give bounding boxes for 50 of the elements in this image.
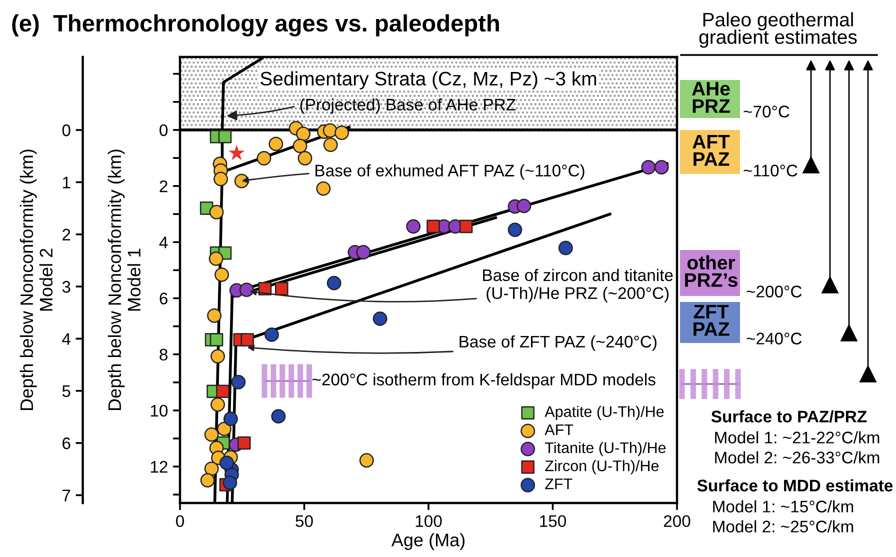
legend-label: ZFT xyxy=(545,478,572,490)
text: other PRZ’s xyxy=(685,255,738,287)
x-tick-label: 50 xyxy=(296,515,313,528)
text: AHe PRZ xyxy=(692,82,730,113)
legend-label: Titanite (U-Th)/He xyxy=(544,442,666,456)
y2-axis-title: Depth below Nonconformity (km) Model 2 xyxy=(20,150,53,410)
text: Model 2: ~25°C/km xyxy=(713,520,854,532)
text: Paleo geothermal gradient estimates xyxy=(699,12,857,48)
x-tick-label: 0 xyxy=(176,515,184,528)
annotation: Base of exhumed AFT PAZ (~110°C) xyxy=(316,164,584,180)
text: AFT PAZ xyxy=(692,134,730,166)
annotation: (Projected) Base of AHe PRZ xyxy=(300,98,516,114)
legend-label: AFT xyxy=(544,424,574,435)
annotation: ~200°C isotherm from K-feldspar MDD models xyxy=(312,373,656,389)
y-tick-label: 8 xyxy=(160,348,168,361)
text: Model 1: ~15°C/km xyxy=(713,500,854,512)
text: ~240°C xyxy=(746,332,802,344)
y2-tick-label: 5 xyxy=(62,385,70,398)
y2-tick-label: 6 xyxy=(62,437,70,450)
text: Surface to PAZ/PRZ xyxy=(711,410,867,423)
text: ~70°C xyxy=(744,106,790,118)
x-axis-title: Age (Ma) xyxy=(391,533,465,550)
text: ~110°C xyxy=(744,164,798,176)
x-tick-label: 100 xyxy=(416,515,442,528)
y-tick-label: 2 xyxy=(160,180,168,192)
y2-tick-label: 4 xyxy=(62,333,70,345)
text: Model 1: ~21-22°C/km xyxy=(715,431,880,444)
y2-tick-label: 7 xyxy=(62,490,70,502)
y-axis-title: Depth below Nonconformity (km) Model 1 xyxy=(108,150,141,410)
text: Surface to MDD estimate xyxy=(697,479,893,492)
annotation: Base of ZFT PAZ (~240°C) xyxy=(460,335,656,351)
y-tick-label: 0 xyxy=(160,124,168,136)
y-tick-label: 6 xyxy=(160,292,168,304)
legend-label: Zircon (U-Th)/He xyxy=(545,460,659,474)
y-tick-label: 12 xyxy=(150,460,168,473)
y2-tick-label: 1 xyxy=(62,176,70,188)
y2-tick-label: 0 xyxy=(62,124,70,136)
y-tick-label: 4 xyxy=(159,236,168,248)
text: ZFT PAZ xyxy=(694,304,730,336)
y-tick-label: 10 xyxy=(150,404,168,417)
legend-label: Apatite (U-Th)/He xyxy=(544,406,664,420)
annotation: Base of zircon and titanite (U-Th)/He PRZ (~200°C) xyxy=(483,268,673,302)
y2-tick-label: 3 xyxy=(62,280,70,293)
text: ~200°C xyxy=(746,286,802,298)
band-label: Sedimentary Strata (Cz, Mz, Pz) ~3 km xyxy=(260,71,596,90)
x-tick-label: 150 xyxy=(540,515,566,528)
x-tick-label: 200 xyxy=(664,515,690,528)
chart-title: (e) Thermochronology ages vs. paleodepth xyxy=(12,14,499,36)
text: Model 2: ~26-33°C/km xyxy=(715,451,880,464)
y2-tick-label: 2 xyxy=(62,228,70,240)
